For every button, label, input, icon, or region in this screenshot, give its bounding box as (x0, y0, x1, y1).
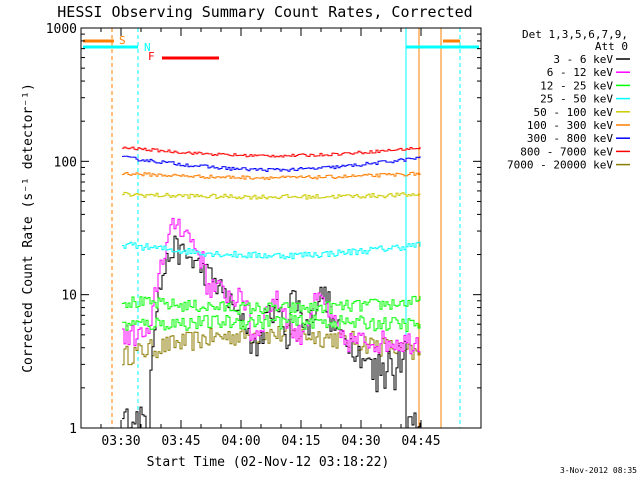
plot-frame (80, 27, 482, 429)
x-tick-label: 03:45 (161, 434, 200, 449)
flare-flag-label: F (148, 50, 155, 63)
chart-title: HESSI Observing Summary Count Rates, Cor… (57, 3, 472, 21)
series-line-6 (122, 155, 421, 172)
y-tick-label: 1 (69, 422, 77, 437)
legend-label: 50 - 100 keV (534, 106, 614, 119)
series-line-5 (122, 171, 421, 180)
plot-layer: S NF (83, 28, 479, 429)
legend-label: 12 - 25 keV (540, 79, 613, 92)
series-line-4 (122, 191, 421, 200)
y-tick-label: 10 (61, 289, 77, 304)
legend-label: 3 - 6 keV (553, 53, 613, 66)
y-tick-label: 100 (54, 155, 77, 170)
legend-header-detectors: Det 1,3,5,6,7,9, (522, 28, 628, 41)
night-flag-label: N (144, 41, 151, 54)
legend-label: 800 - 7000 keV (520, 145, 613, 158)
series-line-0 (122, 235, 421, 429)
axes-layer: 1 10 100 1000 03:30 03:45 04:00 04:15 04:30 04:45 (46, 22, 481, 449)
x-tick-label: 04:00 (221, 434, 260, 449)
legend-label: 25 - 50 keV (540, 93, 613, 106)
series-line-2 (122, 295, 421, 315)
legend-label: 6 - 12 keV (547, 66, 614, 79)
saa-flag-label: S (119, 34, 126, 47)
legend-label: 300 - 800 keV (527, 132, 613, 145)
timestamp: 3-Nov-2012 08:35 (560, 466, 637, 475)
series-line-8 (122, 324, 421, 366)
legend-header-attenuator: Att 0 (595, 40, 628, 53)
series-line-1 (122, 217, 421, 355)
x-tick-label: 04:15 (281, 434, 320, 449)
x-tick-label: 04:30 (341, 434, 380, 449)
series-line-3 (122, 241, 421, 260)
y-axis-label: Corrected Count Rate (s⁻¹ detector⁻¹) (21, 83, 36, 373)
y-tick-label: 1000 (46, 22, 77, 37)
legend-label: 100 - 300 keV (527, 119, 613, 132)
series-line-7 (122, 146, 421, 158)
x-axis-label: Start Time (02-Nov-12 03:18:22) (147, 455, 390, 470)
series-line-2b (122, 314, 421, 332)
x-tick-label: 03:30 (101, 434, 140, 449)
x-tick-label: 04:45 (401, 434, 440, 449)
legend-label: 7000 - 20000 keV (507, 159, 613, 172)
